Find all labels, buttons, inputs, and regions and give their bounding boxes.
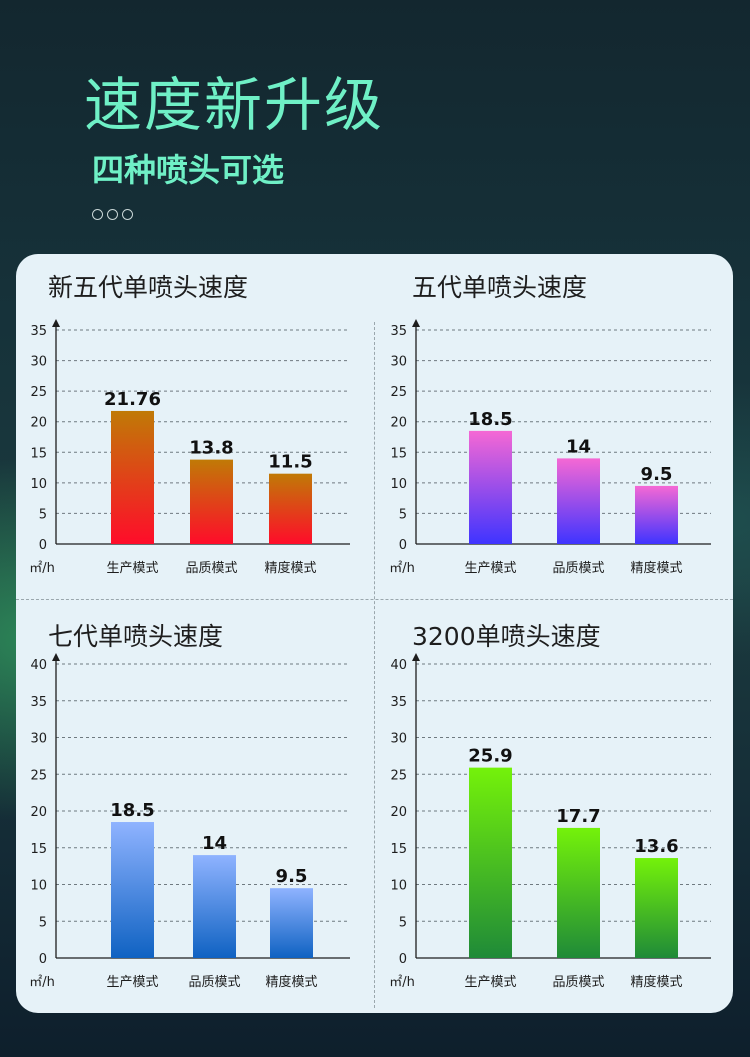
y-tick-label: 5	[399, 507, 407, 522]
y-tick-label: 30	[390, 355, 407, 370]
y-axis-arrow	[52, 319, 60, 327]
unit-label: ㎡/h	[29, 975, 55, 990]
data-label: 14	[566, 436, 591, 457]
y-axis-arrow	[412, 653, 420, 661]
data-label: 18.5	[110, 800, 154, 821]
y-tick-label: 30	[30, 732, 47, 747]
category-label: 生产模式	[464, 975, 516, 990]
category-label: 精度模式	[630, 560, 682, 576]
bar-chart-gen7: 0 5 10 15 20 25 30 35 40 18.5 生产模式 14 品质模式 9.5 精度模式 ㎡/h	[29, 653, 350, 990]
y-tick-label: 35	[30, 324, 47, 339]
data-label: 13.8	[189, 438, 233, 459]
category-label: 生产模式	[106, 975, 158, 990]
bar	[635, 485, 678, 544]
bar-chart-gen5: 0 5 10 15 20 25 30 35 18.5 生产模式 14 品质模式 9.5 精度模式 ㎡/h	[389, 319, 711, 576]
chart-title: 新五代单喷头速度	[48, 273, 249, 302]
page-title: 速度新升级	[84, 71, 385, 139]
y-tick-label: 40	[30, 658, 47, 673]
y-axis-arrow	[52, 653, 60, 661]
y-tick-label: 30	[390, 732, 407, 747]
page-subtitle: 四种喷头可选	[92, 151, 285, 189]
category-label: 品质模式	[552, 561, 604, 576]
unit-label: ㎡/h	[389, 561, 415, 576]
y-tick-label: 30	[30, 355, 47, 370]
data-label: 25.9	[468, 746, 512, 767]
category-label: 生产模式	[464, 561, 516, 576]
bar	[557, 458, 600, 544]
chart-title: 五代单喷头速度	[412, 273, 588, 302]
y-tick-label: 15	[390, 446, 407, 461]
data-label: 9.5	[641, 464, 673, 485]
y-tick-label: 20	[390, 805, 407, 820]
y-tick-label: 25	[390, 768, 407, 783]
vertical-divider	[374, 322, 375, 1008]
y-tick-label: 5	[39, 915, 47, 930]
bar	[557, 827, 600, 958]
y-tick-label: 25	[30, 768, 47, 783]
unit-label: ㎡/h	[389, 975, 415, 990]
data-label: 18.5	[468, 409, 512, 430]
dot-icon	[122, 209, 133, 220]
y-tick-label: 20	[30, 416, 47, 431]
data-label: 17.7	[556, 806, 600, 827]
category-label: 精度模式	[630, 974, 682, 990]
chart-panel-3200: 3200单喷头速度 0 5 10 15 20 25 30 35 40 25.9 生产模式 17.7 品质…	[374, 600, 733, 1013]
y-tick-label: 15	[30, 446, 47, 461]
y-tick-label: 15	[30, 842, 47, 857]
bar	[469, 767, 512, 958]
y-tick-label: 5	[39, 507, 47, 522]
y-tick-label: 10	[30, 477, 47, 492]
bar	[193, 855, 236, 958]
data-label: 14	[202, 833, 227, 854]
pagination-dots	[92, 209, 133, 220]
category-label: 品质模式	[185, 561, 237, 576]
bar	[469, 430, 512, 544]
dot-icon	[107, 209, 118, 220]
data-label: 21.76	[104, 389, 161, 410]
y-tick-label: 10	[390, 879, 407, 894]
chart-panel-gen5: 五代单喷头速度 0 5 10 15 20 25 30 35 18.5 生产模式 14 品质模式 9.5 精…	[374, 254, 733, 599]
bar-chart-new-gen5: 0 5 10 15 20 25 30 35 21.76 生产模式 13.8 品质模式 11.5 精度模式 ㎡…	[29, 319, 350, 576]
bar-chart-3200: 0 5 10 15 20 25 30 35 40 25.9 生产模式 17.7 品质模式 13.6 精度模式…	[389, 653, 711, 990]
y-tick-label: 25	[30, 385, 47, 400]
y-tick-label: 15	[390, 842, 407, 857]
horizontal-divider	[16, 599, 733, 600]
y-tick-label: 10	[30, 879, 47, 894]
chart-card: 新五代单喷头速度 0 5 10 15 20 25 30 35 21.76 生产模式 13.8 品质模式…	[16, 254, 733, 1013]
y-tick-label: 0	[39, 538, 47, 553]
bar	[270, 888, 313, 958]
y-tick-label: 5	[399, 915, 407, 930]
chart-title: 七代单喷头速度	[48, 622, 224, 651]
unit-label: ㎡/h	[29, 561, 55, 576]
chart-title: 3200单喷头速度	[412, 622, 601, 651]
y-tick-label: 35	[390, 324, 407, 339]
y-tick-label: 35	[390, 695, 407, 710]
category-label: 精度模式	[264, 560, 316, 576]
category-label: 精度模式	[265, 974, 317, 990]
y-tick-label: 25	[390, 385, 407, 400]
data-label: 13.6	[634, 836, 678, 857]
y-tick-label: 0	[39, 952, 47, 967]
y-tick-label: 0	[399, 952, 407, 967]
y-axis-arrow	[412, 319, 420, 327]
bar	[111, 822, 154, 958]
bar	[269, 473, 312, 544]
data-label: 11.5	[268, 452, 312, 473]
chart-panel-new-gen5: 新五代单喷头速度 0 5 10 15 20 25 30 35 21.76 生产模式 13.8 品质模式…	[16, 254, 374, 599]
y-tick-label: 20	[30, 805, 47, 820]
data-label: 9.5	[276, 866, 308, 887]
bar	[635, 858, 678, 958]
y-tick-label: 40	[390, 658, 407, 673]
bar	[190, 459, 233, 544]
chart-panel-gen7: 七代单喷头速度 0 5 10 15 20 25 30 35 40 18.5 生产模式 14 品质模式 9.…	[16, 600, 374, 1013]
y-tick-label: 35	[30, 695, 47, 710]
bar	[111, 410, 154, 544]
y-tick-label: 20	[390, 416, 407, 431]
y-tick-label: 0	[399, 538, 407, 553]
category-label: 生产模式	[106, 561, 158, 576]
category-label: 品质模式	[188, 975, 240, 990]
dot-icon	[92, 209, 103, 220]
category-label: 品质模式	[552, 975, 604, 990]
y-tick-label: 10	[390, 477, 407, 492]
